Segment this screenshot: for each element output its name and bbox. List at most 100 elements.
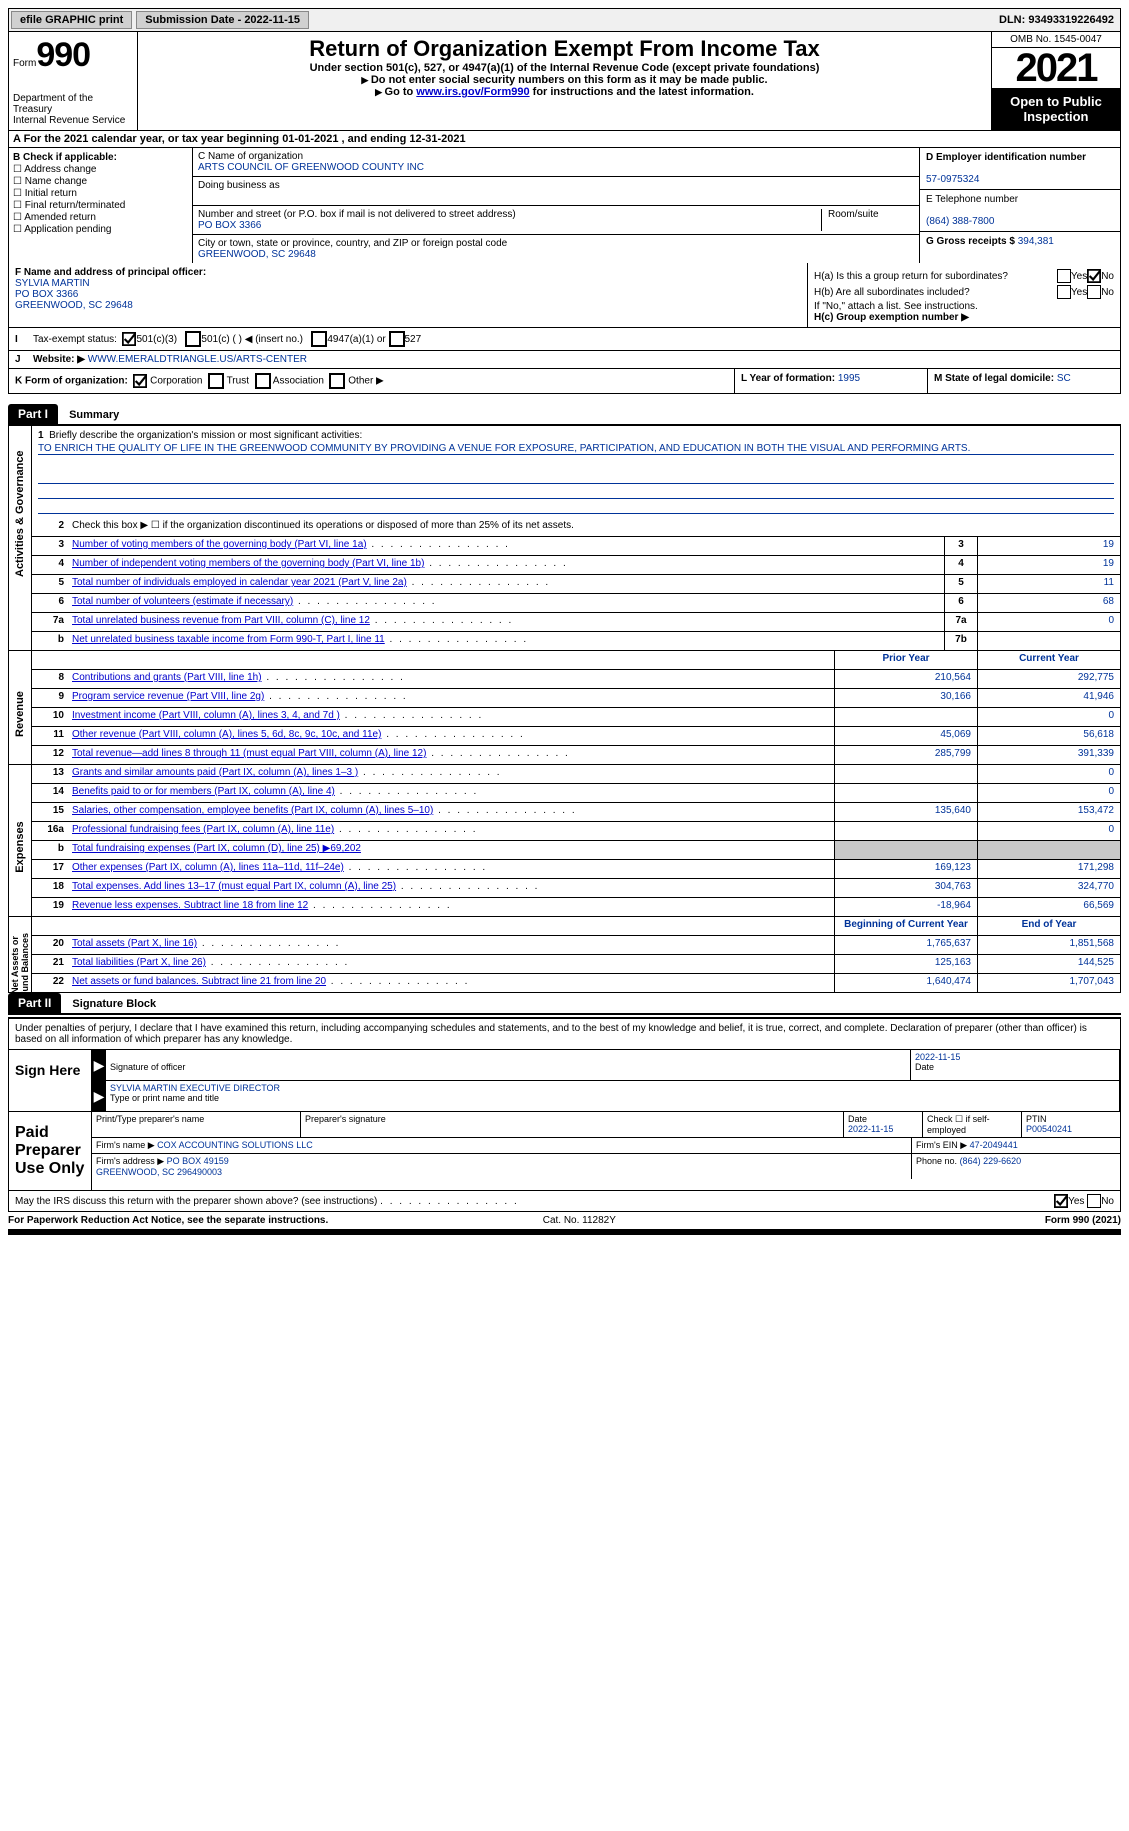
line-link[interactable]: Total revenue—add lines 8 through 11 (mu… [72,748,426,759]
firm-ein: 47-2049441 [970,1140,1018,1150]
check-amended-return[interactable]: ☐ Amended return [13,212,188,223]
527-checkbox[interactable] [389,331,405,347]
501c-checkbox[interactable] [185,331,201,347]
gross-label: G Gross receipts $ [926,236,1015,247]
other-checkbox[interactable] [329,373,345,389]
discuss-row: May the IRS discuss this return with the… [8,1191,1121,1212]
line-1-mission: 1 Briefly describe the organization's mi… [32,426,1120,518]
line-link[interactable]: Other expenses (Part IX, column (A), lin… [72,862,344,873]
line-link[interactable]: Total number of individuals employed in … [72,577,407,588]
line-link[interactable]: Total unrelated business revenue from Pa… [72,615,370,626]
check-application-pending[interactable]: ☐ Application pending [13,224,188,235]
bottom-bar [8,1229,1121,1235]
header-mid: Return of Organization Exempt From Incom… [138,32,991,130]
ptin-value: P00540241 [1026,1124,1072,1134]
header-left: Form990 Department of the Treasury Inter… [9,32,138,130]
date-label: Date [915,1062,934,1072]
form-num: 990 [36,36,90,74]
discuss-yes-checked[interactable] [1054,1194,1068,1208]
opt-trust: Trust [227,376,249,387]
line-link[interactable]: Revenue less expenses. Subtract line 18 … [72,900,308,911]
mission-text: TO ENRICH THE QUALITY OF LIFE IN THE GRE… [38,443,1114,455]
hb-no-checkbox[interactable] [1087,285,1101,299]
corp-checkbox-checked[interactable] [133,374,147,388]
line-link[interactable]: Total fundraising expenses (Part IX, col… [72,843,361,854]
summary-line: 5 Total number of individuals employed i… [32,575,1120,594]
ha-no-checkbox-checked[interactable] [1087,269,1101,283]
4947-checkbox[interactable] [311,331,327,347]
section-l: L Year of formation: 1995 [735,369,928,393]
line-link[interactable]: Total liabilities (Part X, line 26) [72,957,206,968]
line-link[interactable]: Total number of volunteers (estimate if … [72,596,293,607]
line-link[interactable]: Professional fundraising fees (Part IX, … [72,824,334,835]
pp-sig-label: Preparer's signature [305,1114,386,1124]
section-f: F Name and address of principal officer:… [9,263,808,327]
form-header: Form990 Department of the Treasury Inter… [8,32,1121,131]
expense-line: 19 Revenue less expenses. Subtract line … [32,898,1120,916]
org-name: ARTS COUNCIL OF GREENWOOD COUNTY INC [198,162,914,173]
line-link[interactable]: Net unrelated business taxable income fr… [72,634,385,645]
expense-line: 15 Salaries, other compensation, employe… [32,803,1120,822]
self-employed-check[interactable]: Check ☐ if self-employed [923,1112,1022,1137]
discuss-no-checkbox[interactable] [1087,1194,1101,1208]
line-link[interactable]: Investment income (Part VIII, column (A)… [72,710,340,721]
line-a-calendar-year: A For the 2021 calendar year, or tax yea… [8,131,1121,148]
line-link[interactable]: Number of independent voting members of … [72,558,424,569]
form-ref: Form 990 (2021) [1045,1215,1121,1226]
f-h-row: F Name and address of principal officer:… [8,263,1121,328]
line-link[interactable]: Contributions and grants (Part VIII, lin… [72,672,262,683]
col-current-year: Current Year [977,651,1120,669]
line-link[interactable]: Grants and similar amounts paid (Part IX… [72,767,358,778]
net-assets-line: 22 Net assets or fund balances. Subtract… [32,974,1120,992]
open-to-public: Open to Public Inspection [992,88,1120,130]
line-link[interactable]: Salaries, other compensation, employee b… [72,805,433,816]
opt-4947: 4947(a)(1) or [327,334,385,345]
501c3-checkbox-checked[interactable] [122,332,136,346]
gross-value: 394,381 [1018,236,1054,247]
check-final-return[interactable]: ☐ Final return/terminated [13,200,188,211]
tel-value: (864) 388-7800 [926,216,994,227]
form-word: Form [13,58,36,69]
tax-year: 2021 [992,48,1120,88]
line-link[interactable]: Total expenses. Add lines 13–17 (must eq… [72,881,396,892]
part-2-header: Part II Signature Block [8,993,1121,1015]
hb-label: H(b) Are all subordinates included? [814,287,1057,298]
check-address-change[interactable]: ☐ Address change [13,164,188,175]
submission-date-button[interactable]: Submission Date - 2022-11-15 [136,11,309,29]
line-link[interactable]: Total assets (Part X, line 16) [72,938,197,949]
line-link[interactable]: Other revenue (Part VIII, column (A), li… [72,729,381,740]
section-i: I Tax-exempt status: 501(c)(3) 501(c) ( … [8,328,1121,351]
revenue-line: 12 Total revenue—add lines 8 through 11 … [32,746,1120,764]
ha-yes-checkbox[interactable] [1057,269,1071,283]
ein-value: 57-0975324 [926,174,979,185]
officer-addr1: PO BOX 3366 [15,289,78,300]
pp-date: 2022-11-15 [848,1124,893,1134]
expense-line: b Total fundraising expenses (Part IX, c… [32,841,1120,860]
opt-other: Other ▶ [348,376,383,387]
c-name-label: C Name of organization [198,151,914,162]
typed-name: SYLVIA MARTIN EXECUTIVE DIRECTOR [110,1083,280,1093]
dept-treasury: Department of the Treasury Internal Reve… [13,93,133,126]
irs-link[interactable]: www.irs.gov/Form990 [416,86,529,98]
efile-print-button[interactable]: efile GRAPHIC print [11,11,132,29]
i-letter: I [15,334,27,345]
hb-note: If "No," attach a list. See instructions… [814,301,1114,312]
line-link[interactable]: Number of voting members of the governin… [72,539,367,550]
trust-checkbox[interactable] [208,373,224,389]
org-city: GREENWOOD, SC 29648 [198,249,914,260]
hb-yes-checkbox[interactable] [1057,285,1071,299]
line-link[interactable]: Benefits paid to or for members (Part IX… [72,786,335,797]
check-name-change[interactable]: ☐ Name change [13,176,188,187]
assoc-checkbox[interactable] [255,373,271,389]
toolbar: efile GRAPHIC print Submission Date - 20… [8,8,1121,32]
line-link[interactable]: Net assets or fund balances. Subtract li… [72,976,326,987]
expense-line: 16a Professional fundraising fees (Part … [32,822,1120,841]
line-2: Check this box ▶ ☐ if the organization d… [68,518,1120,536]
no-text-2: No [1101,287,1114,298]
line-link[interactable]: Program service revenue (Part VIII, line… [72,691,264,702]
typed-label: Type or print name and title [110,1093,219,1103]
check-initial-return[interactable]: ☐ Initial return [13,188,188,199]
section-h: H(a) Is this a group return for subordin… [808,263,1120,327]
net-assets-line: 21 Total liabilities (Part X, line 26) 1… [32,955,1120,974]
opt-527: 527 [405,334,422,345]
